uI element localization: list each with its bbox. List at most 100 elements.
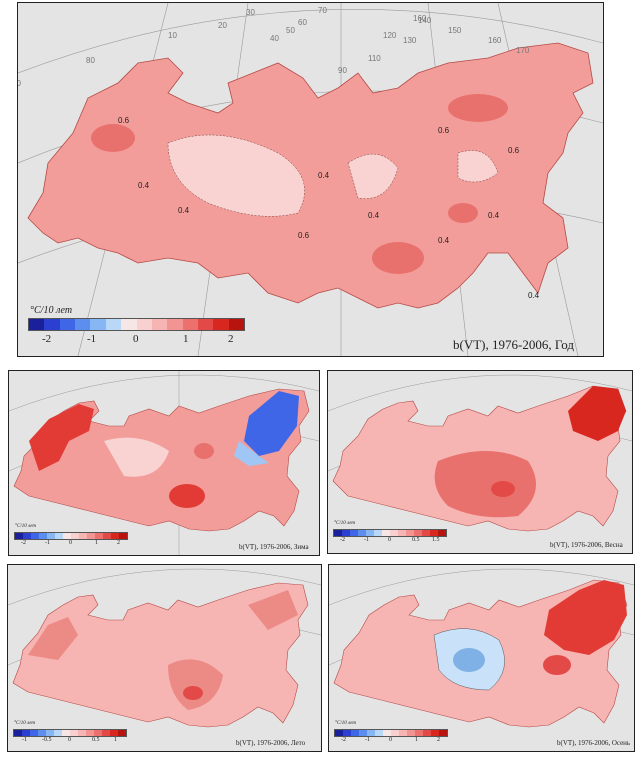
colorbar-tick: 0.5 (92, 737, 100, 743)
colorbar-units: °C/10 лет (30, 305, 73, 316)
russia-territory (12, 582, 309, 728)
map-caption: b(VT), 1976-2006, Лето (236, 739, 306, 747)
colorbar-swatch (375, 730, 383, 736)
colorbar-swatch (335, 730, 343, 736)
colorbar-tick: 1 (183, 333, 189, 345)
colorbar-swatch (90, 319, 106, 330)
colorbar-swatch (70, 730, 78, 736)
svg-text:50: 50 (286, 26, 295, 35)
svg-text:160: 160 (413, 14, 427, 23)
svg-text:130: 130 (403, 36, 417, 45)
colorbar-tick: 1 (415, 737, 418, 743)
warming-area (168, 659, 223, 710)
map-caption: b(VT), 1976-2006, Осень (557, 739, 631, 747)
cooling-area (244, 391, 299, 456)
colorbar-swatch (94, 730, 102, 736)
colorbar-swatch (350, 530, 358, 536)
colorbar-swatch (23, 533, 31, 539)
svg-text:160: 160 (488, 36, 502, 45)
contour-label: 0.6 (118, 116, 130, 125)
spring-map (328, 374, 632, 532)
contour-label: 0.4 (528, 291, 540, 300)
colorbar-swatch (31, 533, 39, 539)
colorbar-swatch (118, 730, 126, 736)
graticule-labels: 80 80 10 20 30 40 50 60 70 90 110 120 13… (18, 6, 530, 88)
colorbar-swatch (182, 319, 198, 330)
contour-label: 0.6 (298, 231, 310, 240)
cooling-spot (453, 648, 485, 672)
colorbar-tick: 0 (388, 537, 391, 543)
colorbar-swatch (342, 530, 350, 536)
svg-text:20: 20 (218, 21, 227, 30)
strong-warming-areas (91, 94, 508, 274)
colorbar-swatch (438, 530, 446, 536)
colorbar-swatch (431, 730, 439, 736)
colorbar-swatch (59, 319, 76, 330)
colorbar-tick: 0.5 (412, 537, 420, 543)
colorbar-swatch (415, 730, 423, 736)
colorbar-swatch (366, 530, 374, 536)
colorbar-swatch (103, 533, 111, 539)
colorbar-swatch (351, 730, 359, 736)
colorbar-swatch (343, 730, 351, 736)
colorbar-swatch (87, 533, 95, 539)
colorbar-swatch (136, 319, 152, 330)
strong-warming-spot (491, 481, 515, 497)
map-caption: b(VT), 1976-2006, Весна (550, 541, 623, 549)
svg-text:110: 110 (368, 54, 381, 63)
colorbar-swatch (30, 730, 38, 736)
colorbar-swatch (47, 533, 55, 539)
colorbar-tick: -1 (365, 737, 370, 743)
svg-text:80: 80 (86, 56, 95, 65)
colorbar-tick: 2 (228, 333, 234, 345)
contour-label: 0.4 (488, 211, 500, 220)
colorbar-swatch (71, 533, 79, 539)
contour-label: 0.4 (138, 181, 150, 190)
colorbar-swatch (422, 530, 430, 536)
svg-text:30: 30 (246, 8, 255, 17)
warming-contours (167, 134, 499, 217)
colorbar (334, 729, 448, 737)
colorbar-swatch (78, 730, 86, 736)
summer-map-panel: °C/10 лет -1 -0.5 0 0.5 1 b(VT), 1976-20… (7, 564, 322, 752)
colorbar-swatch (151, 319, 168, 330)
colorbar-swatch (55, 533, 63, 539)
svg-text:140: 140 (418, 16, 432, 25)
colorbar-tick: -1 (22, 737, 27, 743)
colorbar-swatch (390, 530, 398, 536)
contour-label: 0.4 (368, 211, 380, 220)
colorbar-swatch (228, 319, 245, 330)
colorbar-swatch (14, 730, 22, 736)
colorbar-swatch (383, 730, 391, 736)
colorbar-swatch (391, 730, 399, 736)
colorbar-tick: -2 (340, 537, 345, 543)
colorbar-tick: 1 (114, 737, 117, 743)
colorbar-tick: 2 (117, 540, 120, 546)
contour-labels: 0.6 0.4 0.4 0.4 0.6 0.4 0.4 0.4 0.6 0.6 … (118, 116, 540, 300)
warming-area (29, 404, 94, 471)
strong-warming-spot (194, 443, 214, 459)
colorbar-swatch (398, 530, 406, 536)
colorbar-swatch (95, 533, 103, 539)
contour-label: 0.6 (438, 126, 450, 135)
map-caption: b(VT), 1976-2006, Год (453, 337, 574, 352)
colorbar-swatch (54, 730, 62, 736)
svg-text:10: 10 (168, 31, 177, 40)
warming-area (248, 590, 298, 630)
contour-label: 0.4 (178, 206, 190, 215)
colorbar-tick: 0 (69, 540, 72, 546)
colorbar-swatch (406, 530, 414, 536)
colorbar-swatch (359, 730, 367, 736)
autumn-map (329, 568, 634, 728)
colorbar-swatch (119, 533, 127, 539)
strong-warming-area (544, 580, 627, 655)
svg-text:150: 150 (448, 26, 462, 35)
cooling-area-weak (234, 441, 269, 466)
svg-text:60: 60 (298, 18, 307, 27)
colorbar-swatch (213, 319, 229, 330)
colorbar-swatch (334, 530, 342, 536)
annual-map-panel: 0.6 0.4 0.4 0.4 0.6 0.4 0.4 0.4 0.6 0.6 … (17, 2, 604, 357)
colorbar (28, 318, 245, 331)
colorbar-tick: 0 (133, 333, 139, 345)
colorbar-tick: -1 (87, 333, 97, 345)
